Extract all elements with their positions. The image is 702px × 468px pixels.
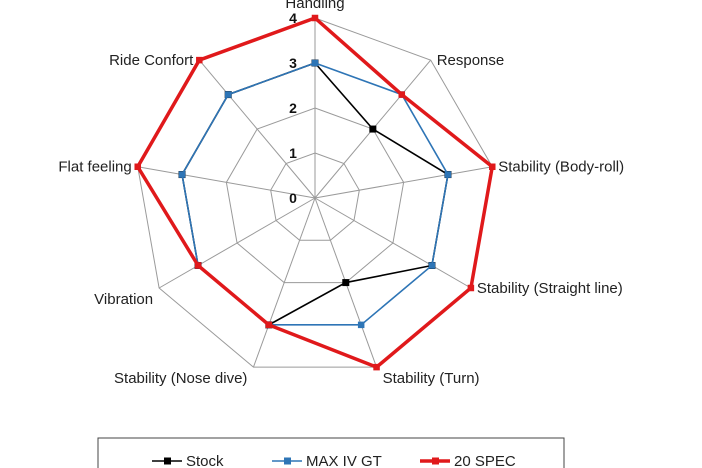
point-20-spec-handling <box>311 14 319 22</box>
point-stock-response <box>369 125 377 133</box>
tick-label-2: 2 <box>289 100 297 116</box>
axis-label-ride-confort: Ride Confort <box>109 52 194 69</box>
spoke-stability-straight-line <box>314 197 472 289</box>
axis-label-response: Response <box>437 52 505 69</box>
point-20-spec-stability-turn <box>373 363 380 371</box>
spoke-stability-nose-dive <box>252 197 316 368</box>
legend-label-max-iv-gt: MAX IV GT <box>306 453 382 468</box>
axis-label-stability-body-roll: Stability (Body-roll) <box>498 159 624 176</box>
point-20-spec-flat-feeling <box>134 163 141 170</box>
spoke-vibration <box>158 197 316 289</box>
axis-label-stability-nose-dive: Stability (Nose dive) <box>114 370 247 387</box>
series-line-max-iv-gt <box>181 62 449 326</box>
series-layer <box>134 14 496 371</box>
spoke-stability-body-roll <box>314 166 493 199</box>
spoke-ride-confort <box>198 59 316 199</box>
point-max-iv-gt-ride-confort <box>224 91 232 98</box>
point-max-iv-gt-flat-feeling <box>178 171 186 178</box>
point-20-spec-vibration <box>194 262 202 269</box>
spoke-flat-feeling <box>137 166 316 199</box>
grid-ring-1 <box>270 152 360 241</box>
point-max-iv-gt-stability-straight-line <box>428 262 436 269</box>
series-20-spec <box>134 14 496 371</box>
tick-label-3: 3 <box>289 55 297 71</box>
legend-box <box>97 437 565 468</box>
point-20-spec-ride-confort <box>196 56 203 64</box>
axis-label-handling: Handling <box>285 0 344 12</box>
point-20-spec-stability-nose-dive <box>265 321 273 329</box>
point-20-spec-stability-straight-line <box>467 284 475 292</box>
axis-label-flat-feeling: Flat feeling <box>58 159 131 176</box>
tick-label-0: 0 <box>289 190 297 206</box>
legend-marker-stock <box>164 457 171 465</box>
tick-label-4: 4 <box>289 10 297 26</box>
point-max-iv-gt-stability-turn <box>357 321 365 329</box>
axis-label-stability-straight-line: Stability (Straight line) <box>477 280 623 297</box>
legend-label-20-spec: 20 SPEC <box>454 453 516 468</box>
legend-marker-20-spec <box>432 457 439 465</box>
axis-label-vibration: Vibration <box>94 291 153 308</box>
point-20-spec-response <box>398 91 406 98</box>
legend: Stock MAX IV GT 20 SPEC <box>97 437 565 468</box>
point-20-spec-stability-body-roll <box>489 163 496 170</box>
point-max-iv-gt-stability-body-roll <box>444 171 452 178</box>
point-stock-stability-turn <box>342 279 350 287</box>
series-line-20-spec <box>135 15 495 370</box>
axis-label-stability-turn: Stability (Turn) <box>383 370 480 387</box>
tick-label-1: 1 <box>289 145 297 161</box>
axis-labels: Handling Response Stability (Body-roll) Sta… <box>58 0 624 387</box>
legend-marker-max-iv-gt <box>284 457 291 465</box>
radial-tick-labels: 0 1 2 3 4 <box>289 10 297 206</box>
legend-label-stock: Stock <box>186 453 224 468</box>
grid-ring-2 <box>225 107 405 284</box>
point-max-iv-gt-handling <box>311 59 319 67</box>
